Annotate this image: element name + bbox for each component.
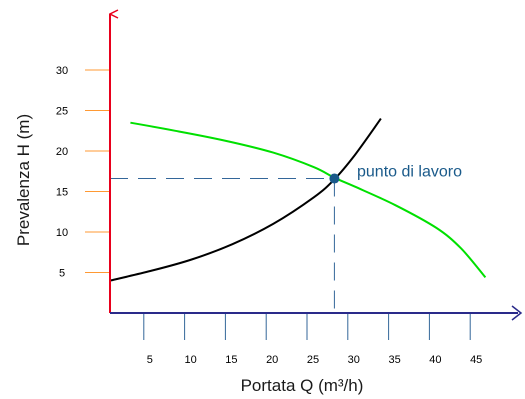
- operating-point-label: punto di lavoro: [357, 164, 462, 181]
- pump-curve-line: [130, 121, 487, 279]
- y-axis-ticks: 5 10 15 20 25 30: [56, 65, 110, 280]
- operating-point-dot: [329, 173, 340, 184]
- x-tick-label: 10: [184, 354, 196, 366]
- operating-point: punto di lavoro: [329, 164, 462, 184]
- operating-point-guides: [110, 178, 335, 313]
- x-tick-label: 30: [348, 354, 360, 366]
- x-tick-label: 15: [225, 354, 237, 366]
- curves: [109, 118, 487, 282]
- y-tick-label: 25: [56, 106, 68, 118]
- x-tick-label: 25: [307, 354, 319, 366]
- y-tick-label: 5: [59, 268, 65, 280]
- y-tick-label: 20: [56, 146, 68, 158]
- y-tick-label: 15: [56, 187, 68, 199]
- x-tick-label: 5: [147, 354, 153, 366]
- x-axis-arrowhead: [511, 305, 523, 321]
- x-tick-label: 35: [388, 354, 400, 366]
- y-axis-title: Prevalenza H (m): [14, 114, 33, 246]
- x-tick-label: 45: [470, 354, 482, 366]
- x-tick-label: 40: [429, 354, 441, 366]
- y-tick-label: 30: [56, 65, 68, 77]
- system-curve-line: [109, 118, 382, 282]
- x-axis-title: Portata Q (m³/h): [241, 376, 364, 395]
- x-tick-label: 20: [266, 354, 278, 366]
- x-axis-ticks: 5 10 15 20 25 30 35 40 45: [143, 313, 482, 366]
- y-tick-label: 10: [56, 227, 68, 239]
- axes: [109, 14, 523, 321]
